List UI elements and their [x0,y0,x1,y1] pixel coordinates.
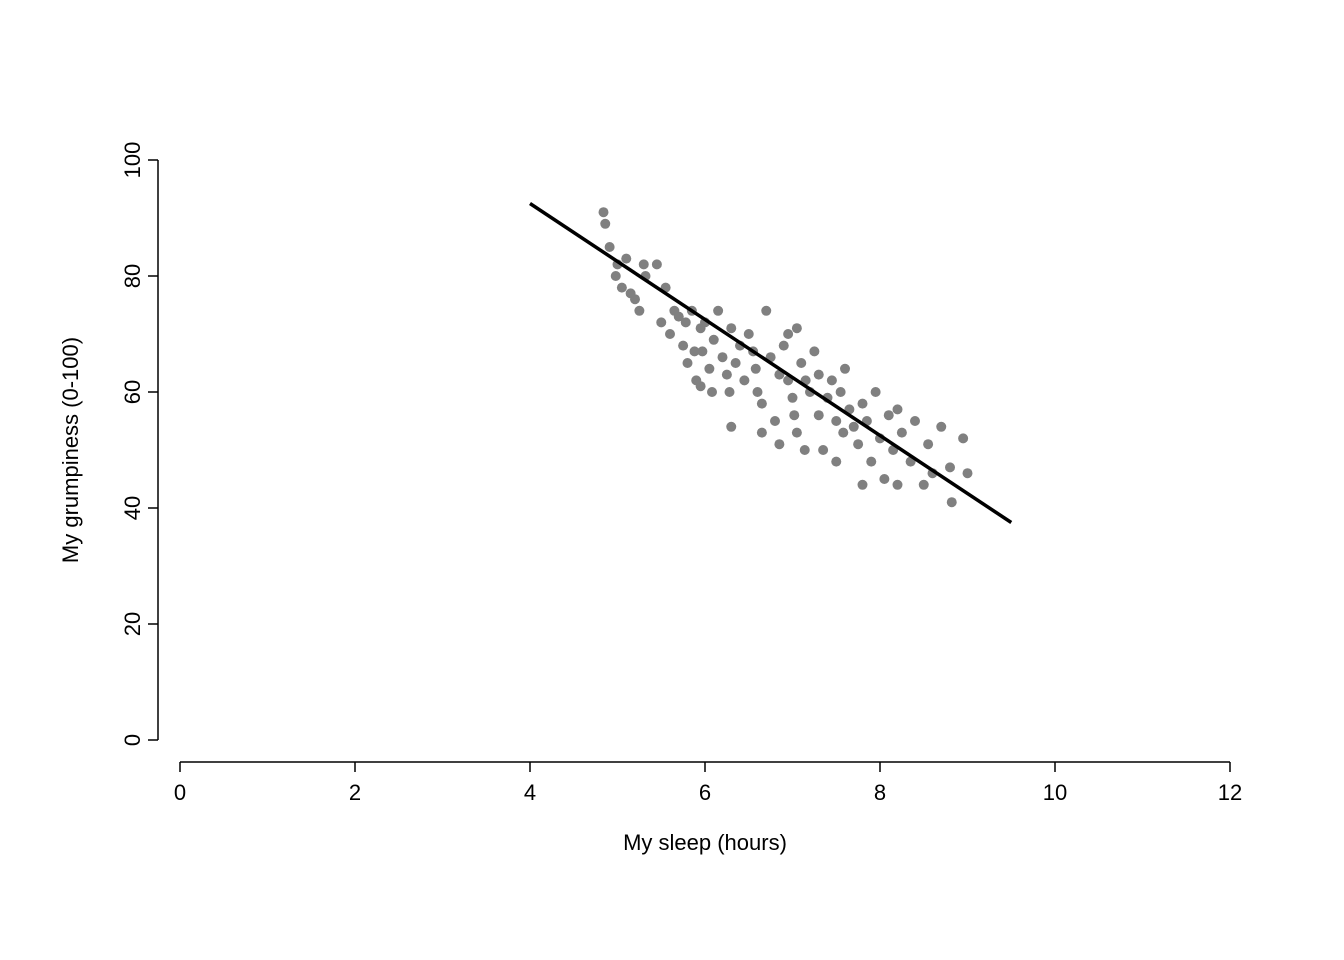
data-point [809,346,819,356]
data-point [621,254,631,264]
data-point [849,422,859,432]
x-tick-label: 10 [1043,780,1067,805]
data-point [840,364,850,374]
data-point [697,346,707,356]
data-point [739,375,749,385]
data-point [704,364,714,374]
data-point [726,323,736,333]
y-tick-label: 60 [120,380,145,404]
y-tick-label: 40 [120,496,145,520]
y-axis-label: My grumpiness (0-100) [58,337,83,563]
x-tick-label: 2 [349,780,361,805]
data-point [796,358,806,368]
data-point [630,294,640,304]
data-point [731,358,741,368]
data-point [884,410,894,420]
data-point [709,335,719,345]
data-point [936,422,946,432]
data-point [770,416,780,426]
data-point [893,404,903,414]
data-point [818,445,828,455]
data-point [744,329,754,339]
data-point [761,306,771,316]
data-point [726,422,736,432]
y-tick-label: 20 [120,612,145,636]
y-tick-label: 80 [120,264,145,288]
data-point [656,317,666,327]
data-point [678,341,688,351]
data-point [919,480,929,490]
data-point [910,416,920,426]
data-point [788,393,798,403]
data-point [831,416,841,426]
data-point [617,283,627,293]
data-point [779,341,789,351]
data-point [713,306,723,316]
data-point [757,428,767,438]
data-point [831,457,841,467]
data-point [879,474,889,484]
x-tick-label: 4 [524,780,536,805]
data-point [858,399,868,409]
data-point [599,207,609,217]
x-tick-label: 8 [874,780,886,805]
data-point [718,352,728,362]
data-point [707,387,717,397]
x-tick-label: 0 [174,780,186,805]
x-tick-label: 6 [699,780,711,805]
data-point [683,358,693,368]
data-point [783,329,793,339]
data-point [963,468,973,478]
data-point [605,242,615,252]
data-point [853,439,863,449]
data-point [792,323,802,333]
data-point [827,375,837,385]
data-point [652,259,662,269]
data-point [774,439,784,449]
data-point [897,428,907,438]
y-tick-label: 0 [120,734,145,746]
data-point [893,480,903,490]
data-point [923,439,933,449]
data-point [611,271,621,281]
data-point [866,457,876,467]
data-point [836,387,846,397]
data-point [814,370,824,380]
data-point [634,306,644,316]
data-point [753,387,763,397]
y-tick-label: 100 [120,142,145,179]
data-point [696,381,706,391]
data-point [789,410,799,420]
data-point [814,410,824,420]
data-point [725,387,735,397]
data-point [639,259,649,269]
data-point [757,399,767,409]
x-axis-label: My sleep (hours) [623,830,787,855]
data-point [681,317,691,327]
scatter-chart: 0 2 4 6 8 10 12 0 20 40 60 80 100 My sleep (hours) My … [0,0,1344,960]
data-point [665,329,675,339]
data-point [945,462,955,472]
data-point [958,433,968,443]
x-tick-label: 12 [1218,780,1242,805]
data-point [947,497,957,507]
data-point [871,387,881,397]
data-point [800,445,810,455]
data-point [838,428,848,438]
data-point [722,370,732,380]
data-point [858,480,868,490]
data-point [751,364,761,374]
data-point [600,219,610,229]
data-point [792,428,802,438]
